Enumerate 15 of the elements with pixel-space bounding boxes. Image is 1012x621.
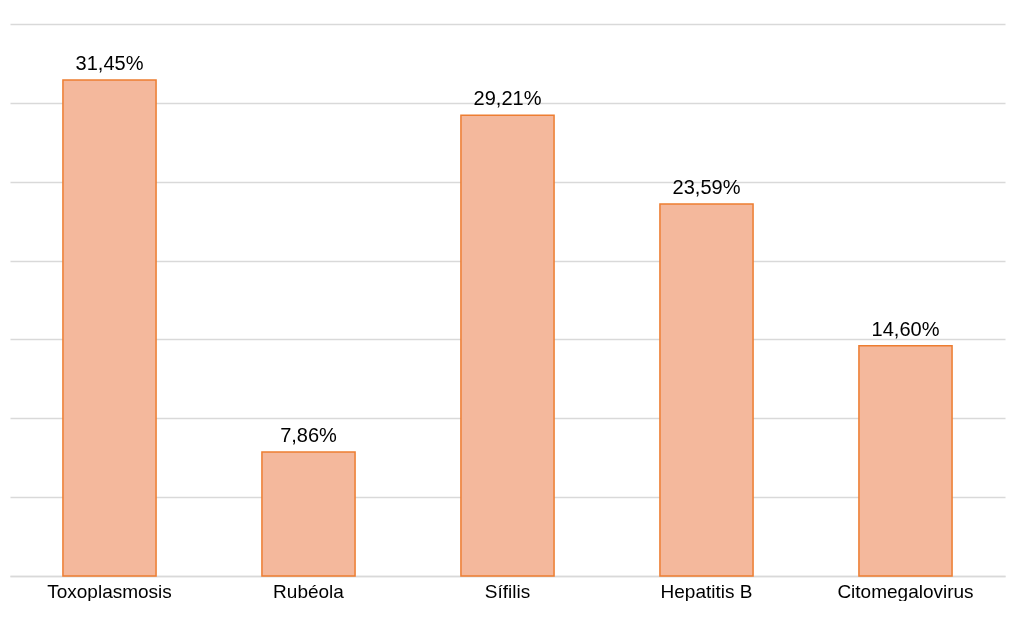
bar — [659, 203, 754, 577]
bar — [62, 79, 157, 577]
x-tick-label: Citomegalovirus — [837, 580, 974, 602]
bar — [460, 114, 555, 577]
bar — [858, 344, 953, 577]
x-tick-label: Sífilis — [484, 580, 531, 602]
data-label: 29,21% — [473, 87, 542, 110]
data-label: 7,86% — [280, 424, 338, 447]
x-tick-label: Toxoplasmosis — [47, 580, 172, 602]
data-label: 14,60% — [871, 317, 940, 340]
bar — [261, 451, 356, 577]
data-label: 31,45% — [75, 51, 144, 74]
x-tick-label: Hepatitis B — [660, 580, 753, 602]
x-tick-label: Rubéola — [273, 580, 345, 602]
data-label: 23,59% — [672, 175, 741, 198]
